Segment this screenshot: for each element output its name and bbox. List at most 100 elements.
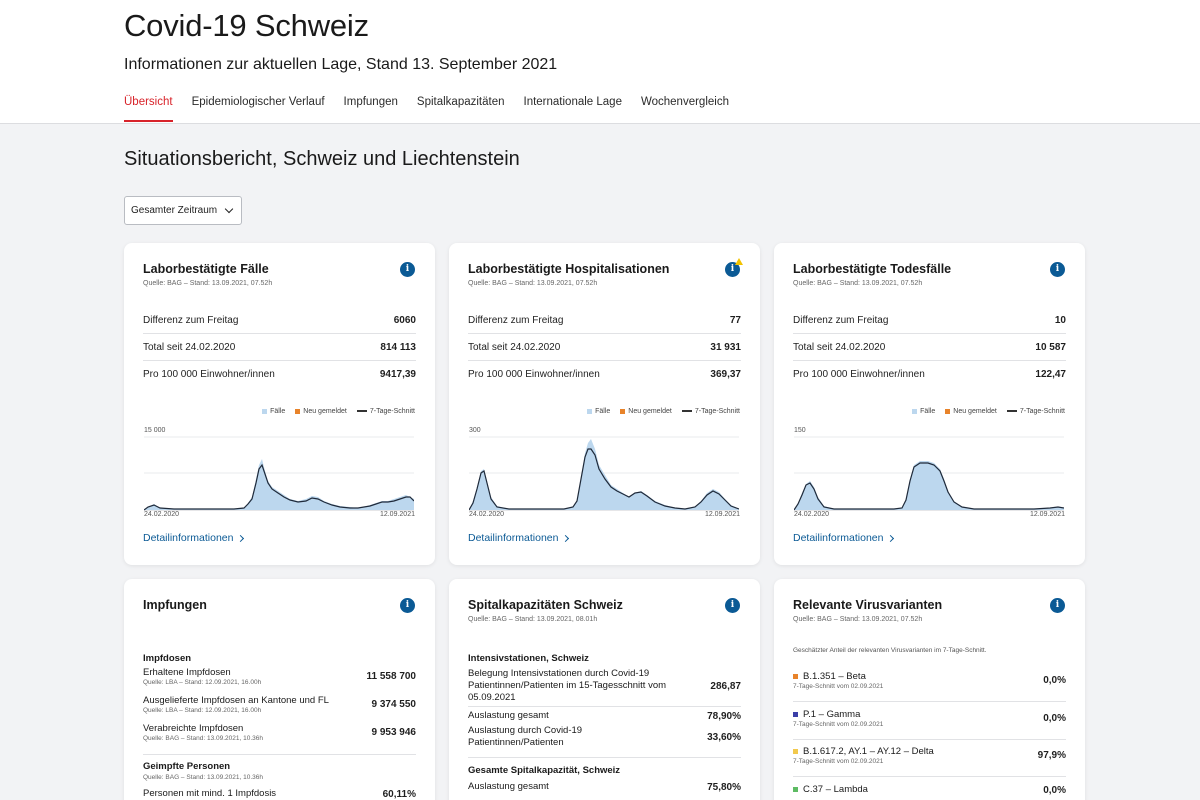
color-swatch xyxy=(793,673,798,679)
stat-value: 10 xyxy=(1054,314,1066,326)
list-item: Verabreichte Impfdosen Quelle: BAG – Stan… xyxy=(143,723,416,742)
stat-value: 10 587 xyxy=(1035,341,1066,353)
card-spitalkapazitaeten: Spitalkapazitäten Schweiz Quelle: BAG – … xyxy=(449,579,760,800)
variants-note: Geschätzter Anteil der relevanten Virusv… xyxy=(793,647,987,654)
divider xyxy=(468,706,741,707)
stat-label: Total seit 24.02.2020 xyxy=(468,341,561,353)
chart-faelle xyxy=(144,436,414,511)
chart-x-end: 12.09.2021 xyxy=(1029,511,1065,518)
legend-item-faelle: Fälle xyxy=(262,408,285,415)
detail-link[interactable]: Detailinformationen xyxy=(468,532,570,544)
chart-legend: Fälle Neu gemeldet 7-Tage-Schnitt xyxy=(912,408,1065,415)
list-item: Auslastung gesamt 75,80% xyxy=(468,781,741,793)
stat-label: Differenz zum Freitag xyxy=(793,314,889,326)
chevron-down-icon xyxy=(224,204,234,214)
tab-uebersicht[interactable]: Übersicht xyxy=(124,96,173,122)
stat-label: Pro 100 000 Einwohner/innen xyxy=(793,369,925,380)
card-source: Quelle: BAG – Stand: 13.09.2021, 07.52h xyxy=(793,280,923,287)
stat-label: Total seit 24.02.2020 xyxy=(793,341,886,353)
info-icon[interactable]: i xyxy=(725,598,740,613)
stat-label: Pro 100 000 Einwohner/innen xyxy=(468,369,600,380)
sub-heading: Geimpfte Personen xyxy=(143,761,231,772)
tab-internationale-lage[interactable]: Internationale Lage xyxy=(523,96,622,108)
stat-value: 77 xyxy=(729,314,741,326)
chart-x-start: 24.02.2020 xyxy=(794,511,830,518)
chart-ymax: 300 xyxy=(469,427,481,434)
chart-x-end: 12.09.2021 xyxy=(704,511,740,518)
chart-ymax: 150 xyxy=(794,427,806,434)
stat-row: Pro 100 000 Einwohner/innen 369,37 xyxy=(468,361,741,388)
list-item: P.1 – Gamma 7-Tage-Schnitt vom 02.09.2021… xyxy=(793,709,1066,728)
divider xyxy=(468,757,741,758)
list-item: Belegung Intensivstationen durch Covid-1… xyxy=(468,668,741,703)
detail-link[interactable]: Detailinformationen xyxy=(143,532,245,544)
info-icon[interactable]: i xyxy=(725,258,743,277)
legend-item-schnitt: 7-Tage-Schnitt xyxy=(1006,408,1065,415)
chevron-right-icon xyxy=(237,534,245,542)
divider xyxy=(793,776,1066,777)
stat-row: Total seit 24.02.2020 31 931 xyxy=(468,334,741,361)
card-title: Spitalkapazitäten Schweiz xyxy=(468,598,623,612)
tab-epidemiologischer-verlauf[interactable]: Epidemiologischer Verlauf xyxy=(191,96,325,108)
chart-x-end: 12.09.2021 xyxy=(379,511,415,518)
stat-row: Pro 100 000 Einwohner/innen 9417,39 xyxy=(143,361,416,388)
list-item: Personen mit mind. 1 Impfdosis 60,11% xyxy=(143,788,416,800)
legend-item-neu: Neu gemeldet xyxy=(945,408,997,415)
section-title: Situationsbericht, Schweiz und Liechtens… xyxy=(124,148,520,170)
sub-heading: Impfdosen xyxy=(143,653,192,664)
stat-row: Total seit 24.02.2020 814 113 xyxy=(143,334,416,361)
page-header: Covid-19 Schweiz Informationen zur aktue… xyxy=(0,0,1200,124)
period-select-value: Gesamter Zeitraum xyxy=(131,205,218,216)
legend-item-schnitt: 7-Tage-Schnitt xyxy=(681,408,740,415)
card-source: Quelle: BAG – Stand: 13.09.2021, 07.52h xyxy=(143,280,273,287)
list-item: Auslastung gesamt 78,90% xyxy=(468,710,741,722)
stat-row: Differenz zum Freitag 6060 xyxy=(143,307,416,334)
stat-row: Differenz zum Freitag 10 xyxy=(793,307,1066,334)
tab-impfungen[interactable]: Impfungen xyxy=(343,96,398,108)
stat-label: Differenz zum Freitag xyxy=(143,314,239,326)
divider xyxy=(793,701,1066,702)
stat-value: 122,47 xyxy=(1035,369,1066,380)
info-icon[interactable]: i xyxy=(1050,598,1065,613)
card-title: Laborbestätigte Todesfälle xyxy=(793,262,952,276)
stat-value: 369,37 xyxy=(710,369,741,380)
list-item: B.1.617.2, AY.1 – AY.12 – Delta 7-Tage-Sc… xyxy=(793,746,1066,765)
app-title: Covid-19 Schweiz xyxy=(124,8,369,43)
card-faelle: Laborbestätigte Fälle Quelle: BAG – Stan… xyxy=(124,243,435,565)
card-source: Quelle: BAG – Stand: 13.09.2021, 07.52h xyxy=(468,280,598,287)
card-source: Quelle: BAG – Stand: 13.09.2021, 07.52h xyxy=(793,616,923,623)
period-select[interactable]: Gesamter Zeitraum xyxy=(124,196,242,225)
list-item: Ausgelieferte Impfdosen an Kantone und F… xyxy=(143,695,416,714)
stat-row: Pro 100 000 Einwohner/innen 122,47 xyxy=(793,361,1066,388)
info-icon[interactable]: i xyxy=(400,598,415,613)
list-item: C.37 – Lambda 0,0% xyxy=(793,784,1066,796)
stat-value: 9417,39 xyxy=(379,369,416,380)
chart-x-start: 24.02.2020 xyxy=(469,511,505,518)
chevron-right-icon xyxy=(887,534,895,542)
stat-label: Pro 100 000 Einwohner/innen xyxy=(143,369,275,380)
chart-todesfaelle xyxy=(794,436,1064,511)
legend-item-faelle: Fälle xyxy=(587,408,610,415)
stat-row: Total seit 24.02.2020 10 587 xyxy=(793,334,1066,361)
sub-heading: Gesamte Spitalkapazität, Schweiz xyxy=(468,765,621,776)
sub-heading: Intensivstationen, Schweiz xyxy=(468,653,589,664)
chart-legend: Fälle Neu gemeldet 7-Tage-Schnitt xyxy=(262,408,415,415)
card-virusvarianten: Relevante Virusvarianten Quelle: BAG – S… xyxy=(774,579,1085,800)
tab-spitalkapazitaeten[interactable]: Spitalkapazitäten xyxy=(416,96,505,108)
info-icon[interactable]: i xyxy=(400,262,415,277)
card-impfungen: Impfungen i Impfdosen Erhaltene Impfdose… xyxy=(124,579,435,800)
source-line: Quelle: BAG – Stand: 13.09.2021, 10.36h xyxy=(143,774,263,781)
card-title: Impfungen xyxy=(143,598,207,612)
info-icon[interactable]: i xyxy=(1050,262,1065,277)
chart-x-start: 24.02.2020 xyxy=(144,511,180,518)
color-swatch xyxy=(793,711,798,717)
detail-link[interactable]: Detailinformationen xyxy=(793,532,895,544)
stat-value: 814 113 xyxy=(380,341,416,353)
divider xyxy=(793,739,1066,740)
chevron-right-icon xyxy=(562,534,570,542)
stat-label: Differenz zum Freitag xyxy=(468,314,564,326)
card-todesfaelle: Laborbestätigte Todesfälle Quelle: BAG –… xyxy=(774,243,1085,565)
list-item: Auslastung durch Covid-19 Patientinnen/P… xyxy=(468,725,741,748)
tab-wochenvergleich[interactable]: Wochenvergleich xyxy=(640,96,729,108)
card-title: Laborbestätigte Fälle xyxy=(143,262,269,276)
